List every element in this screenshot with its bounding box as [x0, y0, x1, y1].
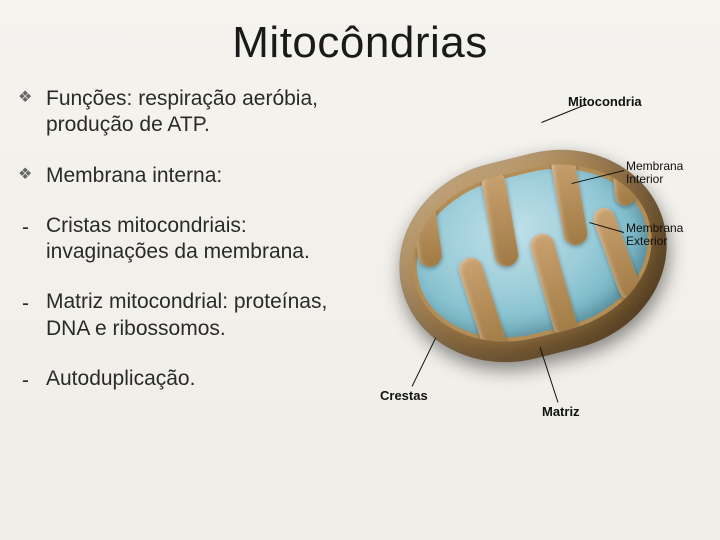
list-item: ❖ Funções: respiração aeróbia, produção …: [18, 86, 368, 139]
bullet-text: Autoduplicação.: [46, 366, 368, 392]
crista: [480, 170, 520, 269]
figure-column: Mitocondria Membrana Interior Membrana E…: [378, 86, 702, 418]
bullet-text: Funções: respiração aeróbia, produção de…: [46, 86, 368, 139]
bullet-icon: ❖: [18, 86, 46, 108]
slide-content: ❖ Funções: respiração aeróbia, produção …: [0, 86, 720, 418]
crista: [550, 152, 590, 247]
bullet-icon: -: [18, 366, 46, 394]
label-line: Interior: [626, 172, 663, 186]
list-item: - Cristas mitocondriais: invaginações da…: [18, 213, 368, 266]
mitochondria-diagram: Mitocondria Membrana Interior Membrana E…: [378, 86, 698, 416]
bullet-icon: -: [18, 213, 46, 241]
slide-title: Mitocôndrias: [0, 0, 720, 86]
bullet-text: Matriz mitocondrial: proteínas, DNA e ri…: [46, 289, 368, 342]
bullet-list: ❖ Funções: respiração aeróbia, produção …: [18, 86, 378, 418]
bullet-text: Membrana interna:: [46, 163, 368, 189]
label-membrana-interior: Membrana Interior: [626, 160, 683, 186]
bullet-text: Cristas mitocondriais: invaginações da m…: [46, 213, 368, 266]
label-membrana-exterior: Membrana Exterior: [626, 222, 683, 248]
label-crestas: Crestas: [380, 388, 428, 403]
label-line: Membrana: [626, 159, 683, 173]
label-matriz: Matriz: [542, 404, 580, 419]
crista: [527, 231, 579, 340]
leader-line: [541, 104, 586, 123]
list-item: - Autoduplicação.: [18, 366, 368, 394]
bullet-icon: -: [18, 289, 46, 317]
leader-line: [540, 347, 559, 402]
crista: [590, 205, 644, 303]
bullet-icon: ❖: [18, 163, 46, 185]
list-item: - Matriz mitocondrial: proteínas, DNA e …: [18, 289, 368, 342]
label-line: Exterior: [626, 234, 667, 248]
label-line: Membrana: [626, 221, 683, 235]
list-item: ❖ Membrana interna:: [18, 163, 368, 189]
